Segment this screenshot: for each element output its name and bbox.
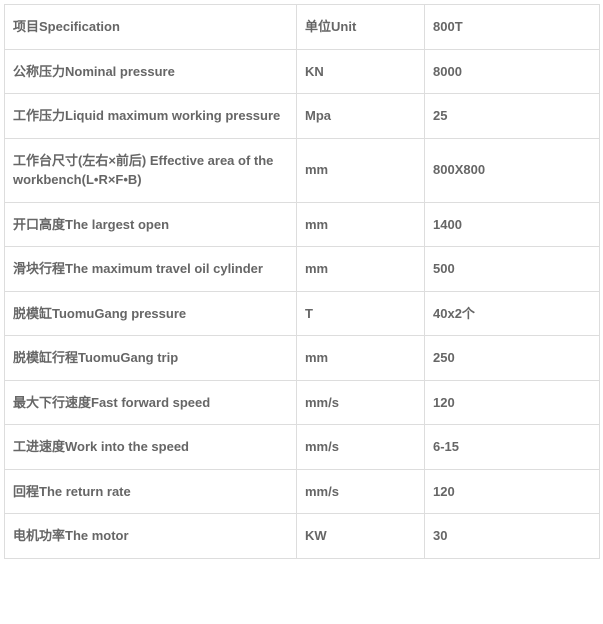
cell-value: 250 (425, 336, 600, 381)
cell-unit: Mpa (297, 94, 425, 139)
table-row: 电机功率The motor KW 30 (5, 514, 600, 559)
cell-value: 40x2个 (425, 291, 600, 336)
cell-spec: 工作台尺寸(左右×前后) Effective area of the workb… (5, 138, 297, 202)
table-row: 脱模缸行程TuomuGang trip mm 250 (5, 336, 600, 381)
cell-value: 120 (425, 380, 600, 425)
cell-value: 500 (425, 247, 600, 292)
cell-value: 6-15 (425, 425, 600, 470)
header-unit: 单位Unit (297, 5, 425, 50)
cell-unit: mm/s (297, 425, 425, 470)
cell-spec: 开口高度The largest open (5, 202, 297, 247)
cell-value: 8000 (425, 49, 600, 94)
table-row: 开口高度The largest open mm 1400 (5, 202, 600, 247)
cell-value: 1400 (425, 202, 600, 247)
cell-spec: 工进速度Work into the speed (5, 425, 297, 470)
cell-spec: 公称压力Nominal pressure (5, 49, 297, 94)
cell-unit: mm (297, 138, 425, 202)
table-row: 滑块行程The maximum travel oil cylinder mm 5… (5, 247, 600, 292)
cell-unit: T (297, 291, 425, 336)
cell-unit: mm/s (297, 380, 425, 425)
cell-unit: mm (297, 336, 425, 381)
table-row: 最大下行速度Fast forward speed mm/s 120 (5, 380, 600, 425)
spec-table: 项目Specification 单位Unit 800T 公称压力Nominal … (4, 4, 600, 559)
table-row: 工作压力Liquid maximum working pressure Mpa … (5, 94, 600, 139)
table-row: 回程The return rate mm/s 120 (5, 469, 600, 514)
cell-spec: 滑块行程The maximum travel oil cylinder (5, 247, 297, 292)
cell-spec: 最大下行速度Fast forward speed (5, 380, 297, 425)
cell-value: 120 (425, 469, 600, 514)
cell-value: 30 (425, 514, 600, 559)
cell-spec: 回程The return rate (5, 469, 297, 514)
table-row: 脱模缸TuomuGang pressure T 40x2个 (5, 291, 600, 336)
table-row: 工作台尺寸(左右×前后) Effective area of the workb… (5, 138, 600, 202)
header-spec: 项目Specification (5, 5, 297, 50)
cell-unit: mm (297, 202, 425, 247)
cell-unit: KN (297, 49, 425, 94)
cell-unit: mm/s (297, 469, 425, 514)
cell-value: 800X800 (425, 138, 600, 202)
table-row: 公称压力Nominal pressure KN 8000 (5, 49, 600, 94)
cell-spec: 电机功率The motor (5, 514, 297, 559)
cell-spec: 脱模缸TuomuGang pressure (5, 291, 297, 336)
cell-unit: KW (297, 514, 425, 559)
cell-spec: 脱模缸行程TuomuGang trip (5, 336, 297, 381)
cell-spec: 工作压力Liquid maximum working pressure (5, 94, 297, 139)
table-row: 工进速度Work into the speed mm/s 6-15 (5, 425, 600, 470)
cell-unit: mm (297, 247, 425, 292)
table-header-row: 项目Specification 单位Unit 800T (5, 5, 600, 50)
header-value: 800T (425, 5, 600, 50)
table-body: 项目Specification 单位Unit 800T 公称压力Nominal … (5, 5, 600, 559)
cell-value: 25 (425, 94, 600, 139)
